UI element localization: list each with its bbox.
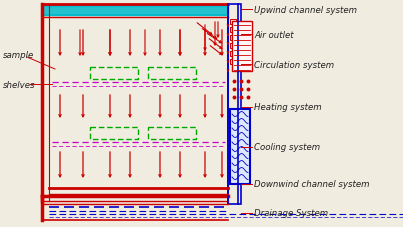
Text: shelves: shelves <box>3 80 35 89</box>
Text: Drainage System: Drainage System <box>254 209 328 217</box>
Bar <box>228 5 241 204</box>
Bar <box>232 22 252 72</box>
Bar <box>230 36 236 41</box>
Text: Upwind channel system: Upwind channel system <box>254 5 357 15</box>
Text: Air outlet: Air outlet <box>254 30 294 39</box>
Text: Circulation system: Circulation system <box>254 60 334 69</box>
Bar <box>230 20 236 25</box>
Bar <box>230 28 236 33</box>
Text: Downwind channel system: Downwind channel system <box>254 180 370 189</box>
Bar <box>230 60 236 65</box>
Text: Cooling system: Cooling system <box>254 143 320 152</box>
Text: Heating system: Heating system <box>254 103 322 112</box>
Bar <box>230 109 250 184</box>
Text: sample: sample <box>3 50 34 59</box>
Bar <box>230 52 236 57</box>
Bar <box>230 44 236 49</box>
